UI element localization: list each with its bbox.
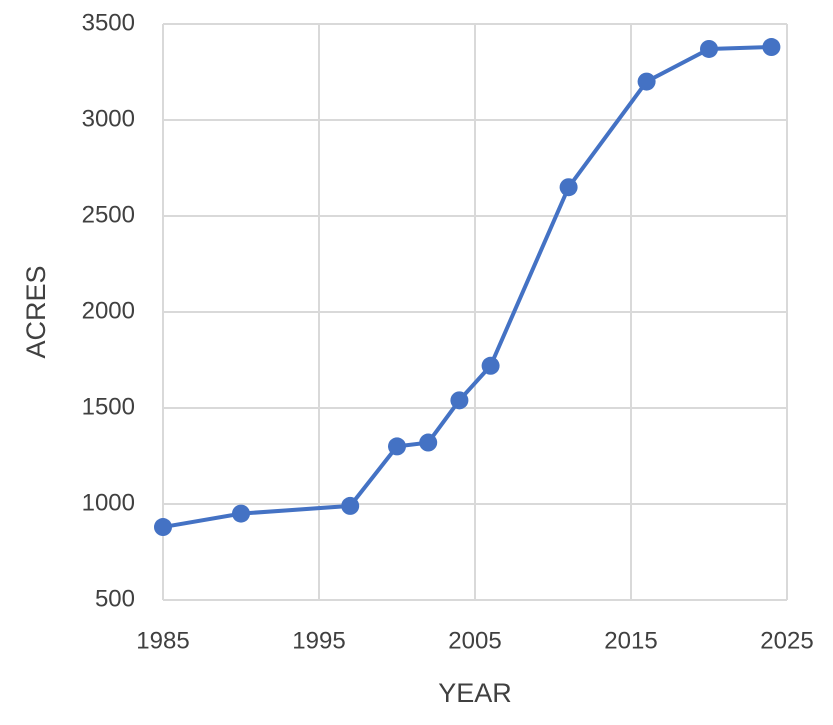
y-tick-label: 1500 bbox=[82, 393, 135, 420]
x-tick-label: 1985 bbox=[136, 627, 189, 654]
data-point bbox=[388, 437, 406, 456]
x-tick-label: 2015 bbox=[604, 627, 657, 654]
x-tick-label: 1995 bbox=[292, 627, 345, 654]
y-tick-label: 3000 bbox=[82, 105, 135, 132]
y-tick-label: 2000 bbox=[82, 297, 135, 324]
y-tick-label: 1000 bbox=[82, 489, 135, 516]
data-point bbox=[419, 433, 438, 452]
data-point bbox=[481, 356, 500, 375]
y-axis-title: ACRES bbox=[21, 265, 51, 358]
y-tick-label: 3500 bbox=[82, 9, 135, 36]
data-point bbox=[762, 38, 781, 57]
data-point bbox=[559, 178, 578, 197]
data-point bbox=[341, 496, 360, 515]
data-point bbox=[232, 504, 250, 523]
x-tick-label: 2025 bbox=[760, 627, 813, 654]
x-axis-title: YEAR bbox=[438, 678, 512, 708]
y-tick-label: 2500 bbox=[82, 201, 135, 228]
x-tick-label: 2005 bbox=[448, 627, 501, 654]
data-point bbox=[154, 518, 172, 537]
data-point bbox=[637, 72, 656, 91]
data-point bbox=[700, 39, 718, 58]
y-tick-label: 500 bbox=[95, 585, 135, 612]
data-point bbox=[450, 391, 469, 410]
